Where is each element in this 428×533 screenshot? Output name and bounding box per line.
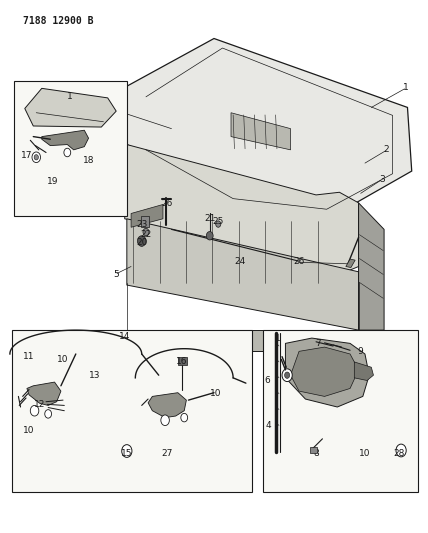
Text: 1: 1 xyxy=(66,92,72,101)
Text: 10: 10 xyxy=(57,355,69,364)
Polygon shape xyxy=(42,130,89,150)
Circle shape xyxy=(206,231,213,240)
Text: 2: 2 xyxy=(383,146,389,155)
Polygon shape xyxy=(27,382,61,406)
Text: 5: 5 xyxy=(113,270,119,279)
Polygon shape xyxy=(25,88,116,127)
Bar xyxy=(141,216,149,227)
Bar xyxy=(310,447,317,453)
Circle shape xyxy=(30,406,39,416)
Circle shape xyxy=(282,369,292,382)
Circle shape xyxy=(45,410,51,418)
Text: 21: 21 xyxy=(204,214,215,223)
Text: 9: 9 xyxy=(358,347,363,356)
Text: 16: 16 xyxy=(176,358,188,367)
Polygon shape xyxy=(354,362,374,381)
Polygon shape xyxy=(359,203,384,330)
Text: 11: 11 xyxy=(23,352,35,361)
Polygon shape xyxy=(131,205,163,227)
Circle shape xyxy=(143,228,149,236)
Text: 10: 10 xyxy=(23,426,35,435)
Bar xyxy=(14,81,127,216)
Text: 23: 23 xyxy=(136,220,147,229)
Circle shape xyxy=(216,221,221,227)
Circle shape xyxy=(64,148,71,157)
Circle shape xyxy=(137,236,146,246)
Text: 7188 12900 B: 7188 12900 B xyxy=(23,15,93,26)
Text: 14: 14 xyxy=(119,332,131,341)
Text: 20: 20 xyxy=(136,238,147,247)
Text: 13: 13 xyxy=(89,370,101,379)
Polygon shape xyxy=(127,38,412,214)
Text: 8: 8 xyxy=(313,449,319,458)
Text: 10: 10 xyxy=(211,389,222,398)
Text: 6: 6 xyxy=(264,376,270,385)
Text: 24: 24 xyxy=(234,257,245,265)
Text: 4: 4 xyxy=(266,421,271,430)
Polygon shape xyxy=(291,347,359,397)
Text: 27: 27 xyxy=(161,449,173,458)
Text: 3: 3 xyxy=(379,174,385,183)
Polygon shape xyxy=(127,330,359,351)
Circle shape xyxy=(161,415,169,425)
Polygon shape xyxy=(346,259,355,268)
Text: 10: 10 xyxy=(359,449,371,458)
Text: 18: 18 xyxy=(83,156,94,165)
Text: 26: 26 xyxy=(161,199,173,208)
Circle shape xyxy=(122,445,132,457)
Text: 28: 28 xyxy=(393,449,404,458)
Circle shape xyxy=(34,155,39,160)
Text: 26: 26 xyxy=(293,257,305,265)
Bar xyxy=(178,357,187,365)
Text: 22: 22 xyxy=(140,230,152,239)
Circle shape xyxy=(181,414,187,422)
Text: 19: 19 xyxy=(47,177,58,186)
Text: 25: 25 xyxy=(213,217,224,226)
Polygon shape xyxy=(125,144,359,272)
Circle shape xyxy=(32,152,41,163)
Polygon shape xyxy=(127,219,359,330)
Bar xyxy=(12,330,252,492)
Circle shape xyxy=(396,444,406,457)
Text: 1: 1 xyxy=(402,83,408,92)
Polygon shape xyxy=(231,113,291,150)
Circle shape xyxy=(285,372,290,378)
Text: 15: 15 xyxy=(121,449,133,458)
Polygon shape xyxy=(285,338,369,407)
Text: 17: 17 xyxy=(21,151,33,160)
Text: 12: 12 xyxy=(34,400,45,409)
Text: 1: 1 xyxy=(275,334,281,343)
Bar xyxy=(263,330,418,492)
Text: 7: 7 xyxy=(315,339,321,348)
Polygon shape xyxy=(148,393,186,418)
